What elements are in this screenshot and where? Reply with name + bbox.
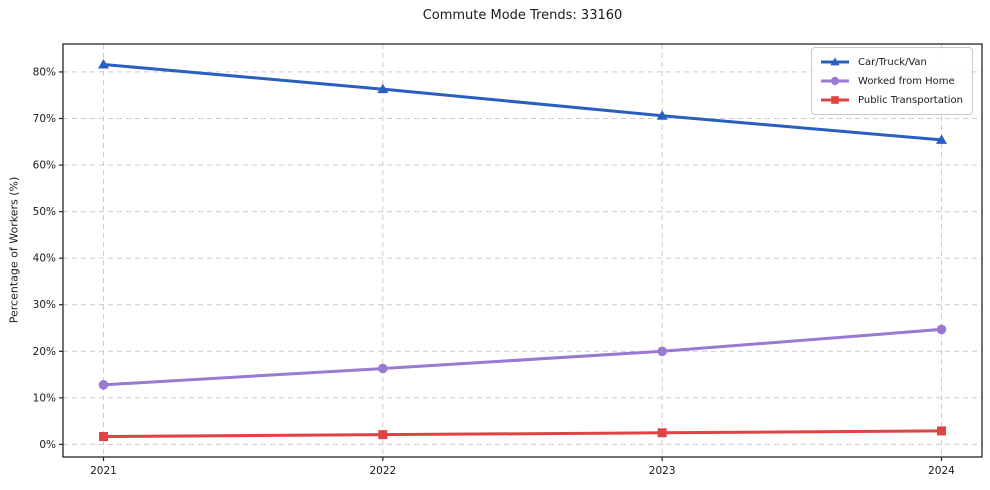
series-line-worked-from-home: [102, 327, 943, 387]
series-line-car-truck-van: [102, 62, 943, 142]
y-tick-label: 50%: [33, 206, 56, 218]
legend-marker: [830, 57, 840, 66]
x-tick-label: 2023: [649, 465, 676, 477]
y-tick-label: 20%: [33, 346, 56, 358]
data-point-car-truck-van-2024: [936, 134, 947, 144]
data-point-worked-from-home-2022: [378, 363, 388, 374]
x-tick-label: 2021: [90, 465, 117, 477]
legend-marker: [831, 96, 839, 104]
data-point-public-transportation-2022: [378, 430, 388, 440]
x-tick-label: 2022: [369, 465, 396, 477]
circle-marker-icon: [821, 76, 850, 86]
triangle-marker-icon: [821, 57, 850, 66]
legend-label: Public Transportation: [858, 94, 963, 106]
data-point-worked-from-home-2021: [98, 380, 109, 390]
y-tick-label: 70%: [33, 113, 56, 125]
y-tick-label: 40%: [33, 253, 56, 265]
legend-label: Worked from Home: [858, 75, 955, 87]
legend-item-car-truck-van: Car/Truck/Van: [820, 54, 963, 70]
legend-label: Car/Truck/Van: [858, 56, 927, 68]
chart-title: Commute Mode Trends: 33160: [422, 8, 623, 23]
data-point-worked-from-home-2024: [936, 324, 947, 335]
x-tick-label: 2024: [928, 465, 955, 477]
y-tick-label: 80%: [33, 66, 56, 78]
y-tick-label: 10%: [33, 392, 56, 404]
y-tick-label: 60%: [33, 160, 56, 172]
data-point-public-transportation-2021: [99, 432, 108, 442]
legend-item-worked-from-home: Worked from Home: [820, 73, 963, 89]
data-point-car-truck-van-2023: [656, 110, 668, 120]
legend: Car/Truck/Van Worked from Home Public Tran…: [811, 47, 973, 115]
data-point-public-transportation-2023: [657, 428, 667, 438]
legend-marker: [830, 76, 840, 86]
data-point-car-truck-van-2021: [98, 58, 109, 69]
legend-item-public-transportation: Public Transportation: [820, 92, 963, 108]
plot-border: [62, 43, 983, 458]
data-point-public-transportation-2024: [937, 426, 946, 436]
y-tick-label: 0%: [39, 439, 56, 451]
data-point-car-truck-van-2022: [377, 83, 389, 94]
data-point-worked-from-home-2023: [657, 346, 667, 357]
square-marker-icon: [821, 96, 850, 104]
series-line-public-transportation: [102, 429, 943, 439]
y-tick-label: 30%: [33, 299, 56, 311]
